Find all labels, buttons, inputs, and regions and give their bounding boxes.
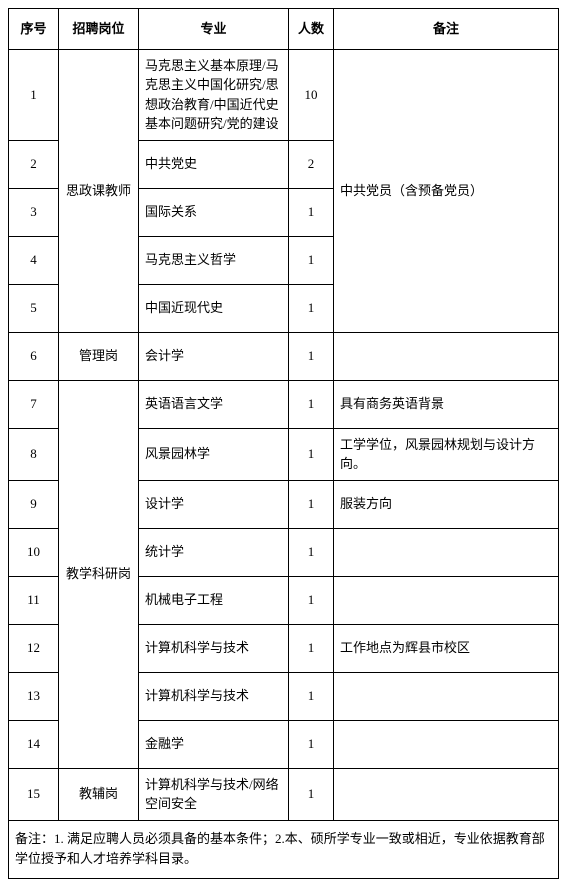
cell-major: 中共党史	[139, 140, 289, 188]
cell-count: 1	[289, 720, 334, 768]
table-header-row: 序号 招聘岗位 专业 人数 备注	[9, 9, 559, 50]
cell-count: 2	[289, 140, 334, 188]
cell-seq: 1	[9, 49, 59, 140]
cell-remark	[334, 528, 559, 576]
cell-major: 机械电子工程	[139, 576, 289, 624]
cell-count: 1	[289, 480, 334, 528]
cell-major: 马克思主义基本原理/马克思主义中国化研究/思想政治教育/中国近代史基本问题研究/…	[139, 49, 289, 140]
cell-position: 教辅岗	[59, 768, 139, 820]
cell-count: 10	[289, 49, 334, 140]
cell-seq: 13	[9, 672, 59, 720]
table-row: 1 思政课教师 马克思主义基本原理/马克思主义中国化研究/思想政治教育/中国近代…	[9, 49, 559, 140]
cell-remark	[334, 720, 559, 768]
cell-position: 思政课教师	[59, 49, 139, 332]
cell-remark	[334, 332, 559, 380]
cell-remark	[334, 768, 559, 820]
cell-count: 1	[289, 576, 334, 624]
cell-count: 1	[289, 188, 334, 236]
cell-count: 1	[289, 380, 334, 428]
cell-count: 1	[289, 284, 334, 332]
cell-major: 英语语言文学	[139, 380, 289, 428]
cell-major: 国际关系	[139, 188, 289, 236]
cell-seq: 15	[9, 768, 59, 820]
table-row: 6 管理岗 会计学 1	[9, 332, 559, 380]
cell-count: 1	[289, 332, 334, 380]
cell-seq: 8	[9, 428, 59, 480]
cell-major: 统计学	[139, 528, 289, 576]
cell-major: 中国近现代史	[139, 284, 289, 332]
cell-major: 金融学	[139, 720, 289, 768]
cell-seq: 6	[9, 332, 59, 380]
cell-count: 1	[289, 672, 334, 720]
cell-major: 计算机科学与技术/网络空间安全	[139, 768, 289, 820]
cell-seq: 3	[9, 188, 59, 236]
table-row: 15 教辅岗 计算机科学与技术/网络空间安全 1	[9, 768, 559, 820]
header-major: 专业	[139, 9, 289, 50]
cell-seq: 2	[9, 140, 59, 188]
cell-remark: 具有商务英语背景	[334, 380, 559, 428]
cell-major: 计算机科学与技术	[139, 624, 289, 672]
cell-major: 会计学	[139, 332, 289, 380]
cell-count: 1	[289, 528, 334, 576]
footnote-cell: 备注：1. 满足应聘人员必须具备的基本条件；2.本、硕所学专业一致或相近，专业依…	[9, 820, 559, 879]
cell-seq: 12	[9, 624, 59, 672]
cell-remark: 服装方向	[334, 480, 559, 528]
table-footnote-row: 备注：1. 满足应聘人员必须具备的基本条件；2.本、硕所学专业一致或相近，专业依…	[9, 820, 559, 879]
cell-position: 管理岗	[59, 332, 139, 380]
cell-seq: 14	[9, 720, 59, 768]
header-position: 招聘岗位	[59, 9, 139, 50]
cell-count: 1	[289, 236, 334, 284]
cell-remark: 中共党员（含预备党员）	[334, 49, 559, 332]
cell-major: 风景园林学	[139, 428, 289, 480]
cell-major: 计算机科学与技术	[139, 672, 289, 720]
header-count: 人数	[289, 9, 334, 50]
cell-major: 设计学	[139, 480, 289, 528]
table-row: 7 教学科研岗 英语语言文学 1 具有商务英语背景	[9, 380, 559, 428]
cell-count: 1	[289, 768, 334, 820]
cell-remark	[334, 672, 559, 720]
cell-count: 1	[289, 428, 334, 480]
cell-seq: 4	[9, 236, 59, 284]
header-remark: 备注	[334, 9, 559, 50]
cell-position: 教学科研岗	[59, 380, 139, 768]
recruitment-table: 序号 招聘岗位 专业 人数 备注 1 思政课教师 马克思主义基本原理/马克思主义…	[8, 8, 559, 879]
cell-count: 1	[289, 624, 334, 672]
header-seq: 序号	[9, 9, 59, 50]
cell-seq: 5	[9, 284, 59, 332]
cell-seq: 11	[9, 576, 59, 624]
cell-seq: 10	[9, 528, 59, 576]
cell-remark: 工作地点为辉县市校区	[334, 624, 559, 672]
cell-remark: 工学学位，风景园林规划与设计方向。	[334, 428, 559, 480]
cell-seq: 7	[9, 380, 59, 428]
cell-remark	[334, 576, 559, 624]
cell-seq: 9	[9, 480, 59, 528]
cell-major: 马克思主义哲学	[139, 236, 289, 284]
